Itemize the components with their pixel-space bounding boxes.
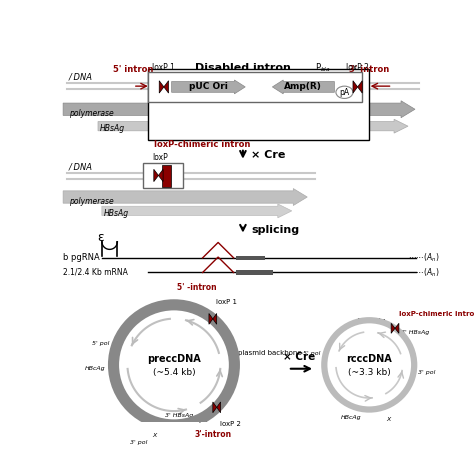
Polygon shape: [357, 81, 362, 93]
Text: (~5.4 kb): (~5.4 kb): [153, 368, 195, 377]
Polygon shape: [213, 402, 217, 413]
Polygon shape: [213, 313, 217, 324]
Text: 3'-intron: 3'-intron: [194, 430, 231, 439]
Text: splicing: splicing: [251, 225, 300, 235]
Text: 3' HBsAg: 3' HBsAg: [401, 329, 429, 335]
Text: 5' -intron: 5' -intron: [177, 283, 217, 292]
Text: HBsAg: HBsAg: [103, 209, 128, 218]
Text: 2.1/2.4 Kb mRNA: 2.1/2.4 Kb mRNA: [63, 268, 128, 277]
Text: polymerase: polymerase: [69, 109, 113, 118]
Polygon shape: [164, 81, 169, 93]
Text: pA: pA: [339, 88, 349, 97]
Text: 5' intron: 5' intron: [113, 65, 153, 74]
Bar: [236, 255, 265, 260]
FancyArrow shape: [63, 189, 307, 206]
Polygon shape: [158, 169, 163, 182]
Polygon shape: [217, 402, 220, 413]
Polygon shape: [395, 323, 399, 333]
Text: / DNA: / DNA: [69, 73, 92, 82]
Text: 3' HBsAg: 3' HBsAg: [165, 412, 193, 418]
Polygon shape: [391, 323, 395, 333]
Text: $\cdots\cdots(A_n)$: $\cdots\cdots(A_n)$: [408, 252, 439, 264]
Text: X: X: [153, 433, 157, 438]
Bar: [236, 270, 273, 275]
Text: loxP 1: loxP 1: [216, 299, 237, 305]
FancyArrow shape: [172, 80, 245, 94]
Text: 3' pol: 3' pol: [130, 440, 148, 446]
Text: × Cre: × Cre: [283, 352, 316, 362]
Text: plasmid backbone: plasmid backbone: [238, 350, 302, 356]
Bar: [162, 165, 171, 187]
Text: loxP 1: loxP 1: [153, 63, 175, 72]
Text: Disabled intron: Disabled intron: [195, 63, 291, 73]
Text: 5' pol: 5' pol: [92, 341, 109, 346]
Text: HBcAg: HBcAg: [341, 415, 362, 420]
Text: 3' intron: 3' intron: [349, 65, 389, 74]
Text: loxP-chimeric intron: loxP-chimeric intron: [399, 311, 474, 317]
Bar: [143, 163, 183, 188]
Ellipse shape: [336, 86, 353, 99]
Text: ε: ε: [97, 230, 104, 244]
Text: polymerase: polymerase: [69, 197, 113, 206]
Text: 5' HBsAg: 5' HBsAg: [357, 318, 386, 323]
Text: rcccDNA: rcccDNA: [346, 354, 392, 364]
Polygon shape: [159, 81, 164, 93]
Text: loxP 2: loxP 2: [220, 421, 241, 427]
FancyArrow shape: [273, 80, 334, 94]
Text: preccDNA: preccDNA: [147, 354, 201, 364]
Text: / DNA: / DNA: [69, 163, 92, 172]
Bar: [148, 72, 362, 101]
Text: X: X: [386, 417, 391, 422]
FancyArrow shape: [98, 119, 408, 133]
Text: loxP 2: loxP 2: [346, 63, 369, 72]
Text: HBcAg: HBcAg: [85, 366, 106, 371]
Text: $\cdots\cdots(A_n)$: $\cdots\cdots(A_n)$: [408, 266, 439, 279]
Text: Amp(R): Amp(R): [284, 82, 322, 91]
Text: 5' pol: 5' pol: [303, 351, 320, 356]
Polygon shape: [353, 81, 357, 93]
Text: loxP-chimeric intron: loxP-chimeric intron: [155, 140, 251, 149]
Text: HBsAg: HBsAg: [100, 124, 125, 133]
Polygon shape: [209, 313, 213, 324]
FancyArrow shape: [102, 204, 292, 218]
Text: loxP: loxP: [152, 153, 168, 162]
Text: b pgRNA: b pgRNA: [63, 253, 100, 262]
Text: 3' pol: 3' pol: [418, 370, 436, 375]
Bar: [148, 69, 369, 140]
Text: 5' HBsAg: 5' HBsAg: [161, 305, 190, 310]
FancyArrow shape: [63, 101, 415, 118]
Text: P$_{bla}$: P$_{bla}$: [315, 61, 330, 74]
Polygon shape: [154, 169, 158, 182]
Text: × Cre: × Cre: [251, 150, 286, 160]
Text: pA: pA: [198, 417, 208, 423]
Text: pUC Ori: pUC Ori: [189, 82, 228, 91]
Text: (~3.3 kb): (~3.3 kb): [348, 368, 391, 377]
